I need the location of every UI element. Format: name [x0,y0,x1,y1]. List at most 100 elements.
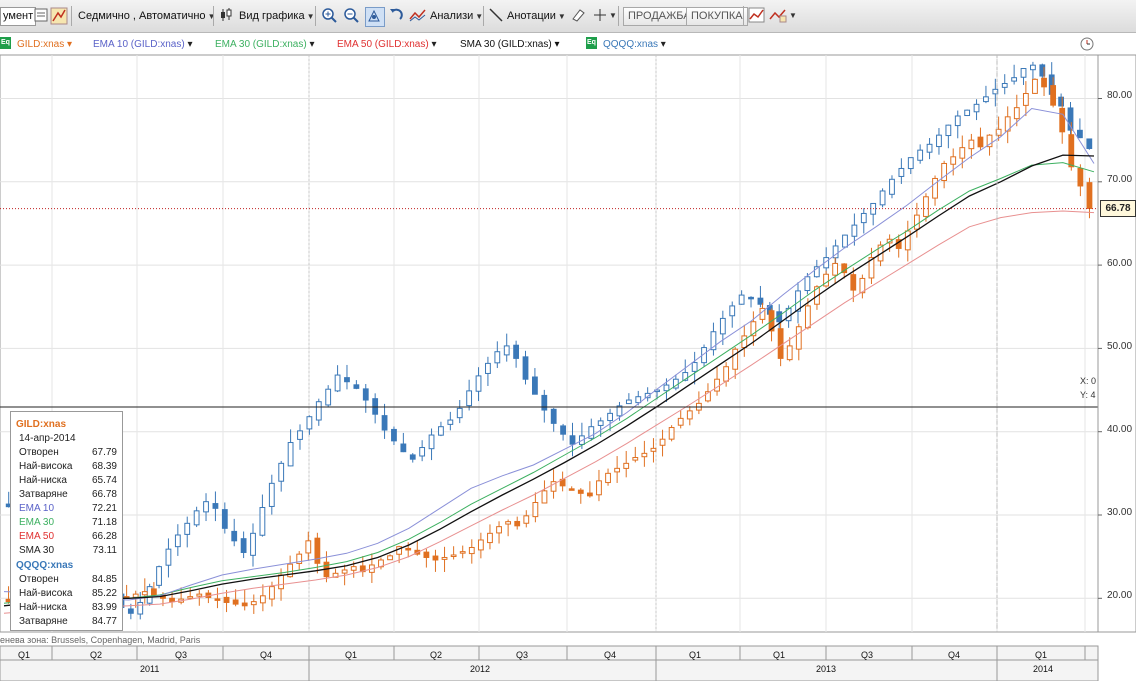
qqqq-candle [719,317,726,335]
gild-candle [1059,107,1066,133]
gild-candle [259,595,266,604]
chevron-down-icon[interactable]: ▼ [789,11,797,20]
legend: Eq GILD:xnas ▾ EMA 10 (GILD:xnas) ▾ EMA … [0,34,1100,54]
gild-candle [450,554,457,557]
gild-candle [223,596,230,603]
gild-candle [904,230,911,251]
qqqq-candle [513,344,520,359]
qqqq-candle [268,482,275,507]
qqqq-candle [550,408,557,424]
gild-candle [850,274,857,291]
period-dropdown[interactable]: Седмично , Автоматично ▼ [78,8,215,25]
ohlc-info-box: GILD:xnas 14-апр-2014 Отворен 67.79 Най-в… [10,411,123,631]
qqqq-candle [1039,64,1046,77]
infobox-value: 84.85 [91,574,117,585]
infobox-value: 66.78 [91,489,117,500]
list-icon[interactable] [33,7,51,25]
qqqq-candle [954,115,961,127]
zoom-in-icon[interactable] [321,7,339,25]
infobox-value: 66.28 [91,531,117,542]
qqqq-candle [174,534,181,548]
gild-candle [314,537,321,564]
x-quarter-label: Q3 [175,650,188,660]
draw-tools-icon[interactable] [50,7,68,25]
compare-icon[interactable] [769,7,787,25]
x-quarter-label: Q1 [18,650,31,660]
qqqq-candle [391,428,397,442]
qqqq-candle [748,296,754,300]
gild-candle [641,452,648,458]
legend-ema10[interactable]: EMA 10 (GILD:xnas) ▾ [93,39,193,50]
analysis-dropdown[interactable]: Анализи ▼ [430,8,483,25]
infobox-label: EMA 50 [19,531,55,542]
gild-candle [1041,77,1047,88]
line-tool-icon[interactable] [488,7,506,25]
legend-qqqq[interactable]: QQQQ:xnas ▾ [603,39,666,50]
ema30-line [3,162,1095,604]
qqqq-candle [936,134,942,148]
gild-candle [832,262,839,276]
qqqq-candle [221,509,228,529]
qqqq-candle [532,376,538,395]
gild-candle [568,488,575,491]
legend-sma30[interactable]: SMA 30 (GILD:xnas) ▾ [460,39,560,50]
timezone-note: енева зона: Brussels, Copenhagen, Madrid… [0,635,201,645]
chart-type-dropdown[interactable]: Вид графика ▼ [239,8,315,25]
gild-candle [214,598,221,601]
infobox-label: Най-висока [19,461,73,472]
gild-candle [614,467,621,473]
qqqq-candle [879,190,886,206]
gild-candle [841,263,848,274]
clock-icon[interactable] [1080,37,1094,54]
qqqq-candle [503,345,510,356]
gild-candle [459,551,466,554]
qqqq-candle [616,405,623,417]
ema50-line [3,210,1095,614]
gild-candle [650,447,657,452]
undo-icon[interactable] [388,7,406,25]
qqqq-candle [889,178,895,195]
sell-button[interactable]: ПРОДАЖБА [623,7,696,26]
qqqq-candle [644,392,651,399]
analysis-icon[interactable] [409,7,427,25]
gild-candle [423,551,430,558]
legend-gild[interactable]: GILD:xnas ▾ [17,39,73,50]
chevron-down-icon: ▼ [207,12,216,21]
qqqq-candle [494,351,501,364]
gild-candle [196,593,203,597]
plot-area [0,54,1099,633]
gild-candle [187,596,194,599]
gild-candle [995,128,1002,136]
qqqq-candle [193,510,200,526]
qqqq-candle [212,503,219,509]
qqqq-candle [597,420,604,426]
qqqq-candle [231,530,238,542]
qqqq-candle [1086,138,1093,149]
legend-ema30[interactable]: EMA 30 (GILD:xnas) ▾ [215,39,315,50]
qqqq-candle [400,443,407,453]
y-tick-label: 70.00 [1107,174,1133,185]
qqqq-candle [522,356,529,380]
qqqq-candle [907,157,914,170]
crosshair-icon[interactable] [592,7,610,25]
buy-button[interactable]: ПОКУПКА [686,7,748,26]
annotations-dropdown[interactable]: Анотации ▼ [507,8,566,25]
gild-candle [241,602,248,607]
qqqq-candle [1077,129,1083,139]
indicator-icon[interactable] [748,7,766,25]
pan-icon[interactable] [365,7,385,27]
y-tick-label: 50.00 [1107,341,1133,352]
candlestick-icon[interactable] [219,7,237,25]
zoom-out-icon[interactable] [343,7,361,25]
qqqq-candle [738,294,745,305]
instrument-input[interactable]: умент [0,7,36,26]
infobox-value: 84.77 [91,616,117,627]
gild-candle [823,273,829,287]
chevron-down-icon[interactable]: ▼ [609,11,617,20]
eraser-icon[interactable] [570,7,588,25]
qqqq-candle [588,426,595,439]
y-tick-label: 60.00 [1107,258,1133,269]
legend-ema50[interactable]: EMA 50 (GILD:xnas) ▾ [337,39,437,50]
qqqq-candle [485,362,491,374]
